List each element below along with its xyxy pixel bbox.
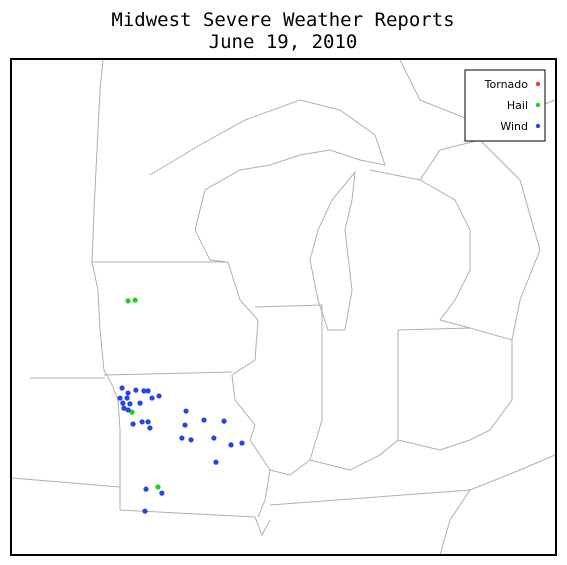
report-point: [188, 437, 194, 443]
report-point: [130, 421, 136, 427]
report-point: [156, 393, 162, 399]
legend-box: [464, 69, 546, 142]
report-point: [145, 388, 151, 394]
legend-label: Hail: [507, 99, 528, 112]
report-point: [143, 486, 149, 492]
report-point: [127, 401, 133, 407]
report-point: [159, 490, 165, 496]
report-point: [141, 388, 147, 394]
report-point: [125, 390, 131, 396]
report-point: [120, 400, 126, 406]
report-point: [142, 508, 148, 514]
subtitle: June 19, 2010: [209, 31, 358, 53]
report-point: [145, 419, 151, 425]
frame: [10, 58, 557, 556]
report-point: [119, 385, 125, 391]
legend-label: Tornado: [484, 78, 529, 91]
report-point: [137, 400, 143, 406]
legend-swatch: [535, 102, 541, 108]
report-point: [213, 459, 219, 465]
report-point: [149, 395, 155, 401]
legend-swatch: [535, 123, 541, 129]
report-point: [183, 408, 189, 414]
report-point: [201, 417, 207, 423]
report-point: [125, 407, 131, 413]
legend-label: Wind: [500, 120, 528, 133]
report-point: [211, 435, 217, 441]
legend-swatch: [535, 81, 541, 87]
report-point: [117, 395, 123, 401]
report-point: [182, 422, 188, 428]
report-point: [132, 297, 138, 303]
report-point: [147, 425, 153, 431]
title: Midwest Severe Weather Reports: [111, 9, 454, 31]
report-point: [124, 395, 130, 401]
report-point: [133, 387, 139, 393]
report-point: [228, 442, 234, 448]
report-point: [239, 440, 245, 446]
report-point: [139, 419, 145, 425]
report-point: [221, 418, 227, 424]
report-point: [179, 435, 185, 441]
report-point: [121, 405, 127, 411]
report-point: [125, 298, 131, 304]
report-point: [129, 409, 135, 415]
report-point: [155, 484, 161, 490]
